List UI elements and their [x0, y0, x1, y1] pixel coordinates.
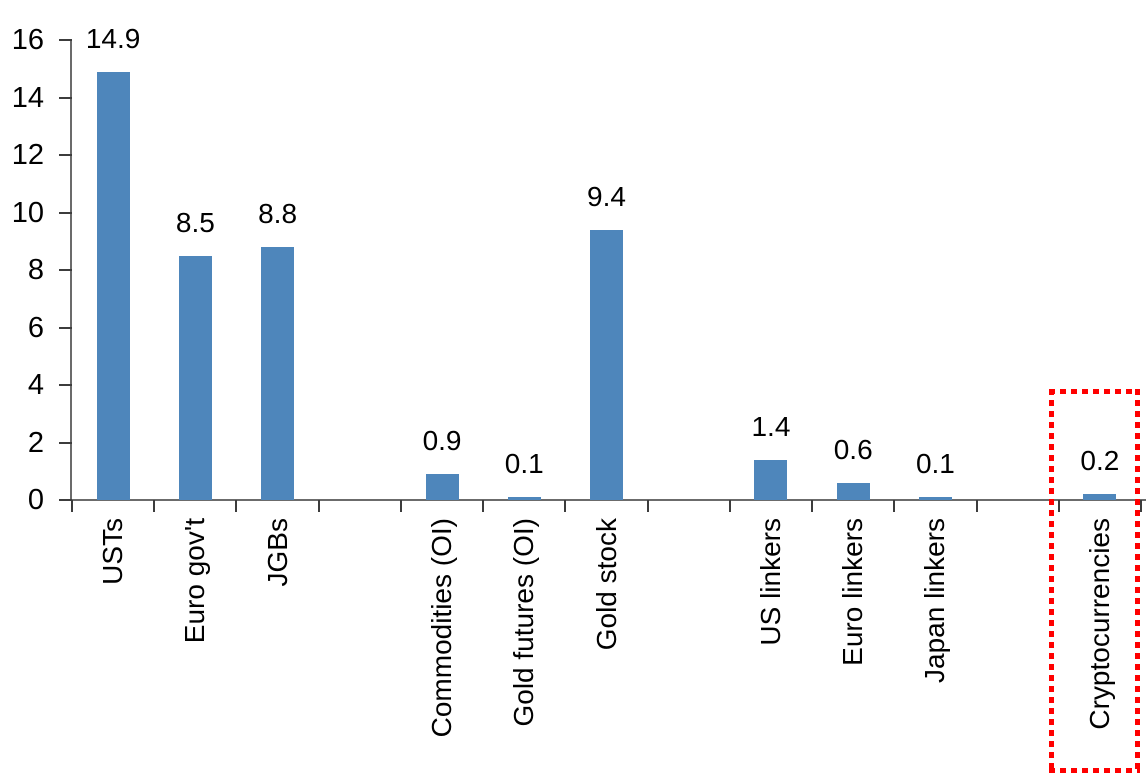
y-tick-label: 8: [27, 254, 44, 286]
x-tick: [811, 500, 814, 512]
value-label: 8.5: [175, 206, 215, 238]
bar-Gold stock: [590, 229, 623, 500]
x-tick: [399, 500, 402, 512]
y-tick-label: 4: [27, 369, 44, 401]
y-tick: [59, 39, 72, 41]
bar-US linkers: [754, 459, 788, 500]
y-tick: [59, 269, 72, 271]
y-tick: [59, 326, 72, 329]
x-tick: [564, 500, 567, 512]
category-label: US linkers: [754, 518, 786, 646]
x-tick: [975, 500, 978, 512]
bar-USTs: [96, 71, 130, 500]
x-axis: [70, 499, 1146, 501]
bar-Euro gov't: [178, 255, 212, 500]
category-label: JGBs: [261, 518, 293, 587]
y-tick-label: 10: [11, 196, 44, 229]
x-tick: [482, 500, 485, 512]
x-tick: [646, 500, 649, 512]
bar-Gold futures (OI): [507, 497, 541, 500]
value-label: 14.9: [85, 22, 141, 54]
value-label: 9.4: [587, 180, 626, 212]
y-tick-label: 2: [27, 426, 44, 459]
value-label: 8.8: [258, 198, 298, 229]
x-tick: [71, 500, 73, 512]
y-tick-label: 16: [11, 24, 44, 56]
y-tick-label: 6: [27, 311, 44, 344]
y-tick: [59, 384, 72, 386]
x-tick: [153, 500, 156, 512]
category-label: Euro gov't: [179, 518, 211, 644]
y-tick-label: 0: [27, 484, 44, 516]
category-label: USTs: [97, 518, 129, 585]
bar-Japan linkers: [918, 497, 952, 500]
category-label: Gold futures (OI): [508, 518, 540, 727]
value-label: 0.6: [833, 433, 873, 465]
category-label: Commodities (OI): [426, 518, 458, 738]
category-label: Gold stock: [590, 518, 622, 651]
bar-Commodities (OI): [425, 474, 459, 500]
y-tick-label: 12: [11, 139, 44, 171]
value-label: 0.1: [915, 448, 955, 480]
category-label: Japan linkers: [919, 518, 951, 683]
y-tick: [59, 211, 72, 214]
x-tick: [235, 500, 238, 512]
y-tick: [59, 441, 72, 444]
y-tick-label: 14: [11, 81, 44, 114]
y-tick: [59, 96, 72, 99]
x-tick: [728, 500, 731, 512]
y-tick: [59, 499, 72, 501]
x-tick: [1140, 500, 1142, 512]
value-label: 0.9: [422, 425, 462, 457]
highlight-dotted-box: [1048, 389, 1140, 773]
bar-Euro linkers: [836, 482, 870, 500]
y-tick: [59, 154, 72, 156]
x-tick: [893, 500, 896, 512]
category-label: Euro linkers: [837, 518, 869, 666]
bar-JGBs: [261, 247, 295, 500]
value-label: 1.4: [751, 410, 791, 442]
x-tick: [317, 500, 320, 512]
value-label: 0.1: [504, 448, 544, 480]
